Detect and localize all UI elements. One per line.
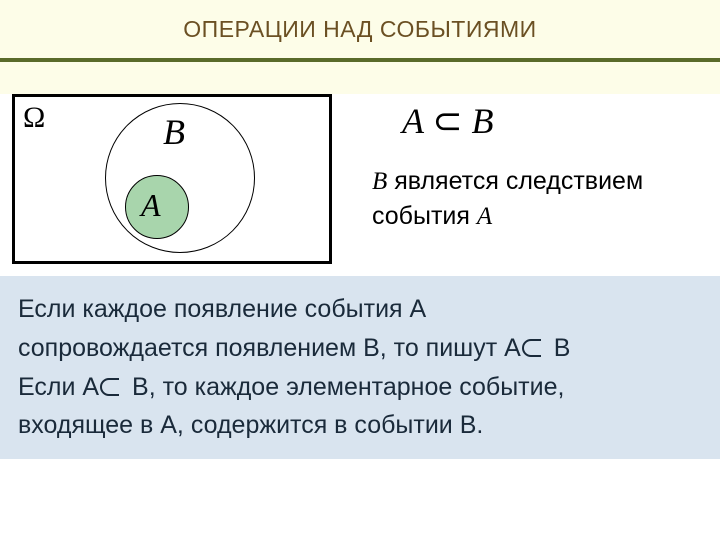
subset-formula: A ⊂ B <box>402 100 720 142</box>
description-line-2: события A <box>372 199 720 234</box>
desc-var-A: A <box>477 203 492 230</box>
definition-block: Если каждое появление события А сопровож… <box>0 276 720 459</box>
definition-line-3: Если А В, то каждое элементарное событие… <box>18 368 702 407</box>
subset-symbol: ⊂ <box>432 101 462 141</box>
subset-icon <box>99 376 125 398</box>
header-gap <box>0 62 720 94</box>
def-text-3a: Если А <box>18 373 99 401</box>
desc-text-1: является следствием <box>387 167 643 195</box>
omega-label: Ω <box>23 101 45 135</box>
formula-lhs: A <box>402 101 423 141</box>
figure-row: Ω B A A ⊂ B B является следствием событи… <box>0 94 720 264</box>
inner-circle-label: A <box>141 187 161 224</box>
header-band: ОПЕРАЦИИ НАД СОБЫТИЯМИ <box>0 0 720 62</box>
subset-icon <box>521 337 547 359</box>
venn-diagram: Ω B A <box>12 94 332 264</box>
outer-circle-label: B <box>163 111 185 153</box>
definition-line-1: Если каждое появление события А <box>18 290 702 329</box>
def-text-3b: В, то каждое элементарное событие, <box>125 373 564 401</box>
desc-text-2: события <box>372 202 477 230</box>
formula-rhs: B <box>472 101 494 141</box>
def-text-2b: В <box>547 334 571 362</box>
desc-var-B: B <box>372 168 387 195</box>
formula-column: A ⊂ B B является следствием события A <box>332 94 720 234</box>
definition-line-4: входящее в А, содержится в событии В. <box>18 406 702 445</box>
page-title: ОПЕРАЦИИ НАД СОБЫТИЯМИ <box>183 16 536 43</box>
definition-line-2: сопровождается появлением В, то пишут А … <box>18 329 702 368</box>
def-text-2a: сопровождается появлением В, то пишут А <box>18 334 521 362</box>
description-line-1: B является следствием <box>372 164 720 199</box>
